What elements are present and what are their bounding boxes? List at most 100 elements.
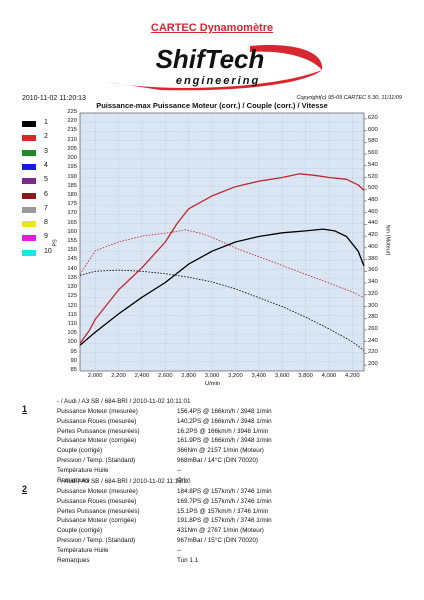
- row-label: Puissance Moteur (corrigée): [57, 517, 137, 525]
- shiftech-logo: ShifTech engineering: [108, 44, 323, 91]
- y-tick-label: 215: [67, 127, 77, 134]
- x-tick-label: 3,600: [274, 373, 290, 379]
- x-tick-label: 3,400: [251, 373, 267, 379]
- row-value: 161.9PS @ 166km/h / 3948 1/min: [177, 437, 272, 445]
- legend-number: 8: [44, 219, 48, 227]
- y2-axis-label: Nm (Moteur): [384, 224, 391, 256]
- timestamp: 2010-11-02 11:20:13: [22, 95, 86, 102]
- legend-swatch: [22, 221, 36, 228]
- run-2-header: - / Audi / A3 SB / 684-BRI / 2010-11-02 …: [57, 478, 191, 485]
- y-tick-label: 140: [67, 265, 77, 272]
- y-tick-label: 110: [67, 320, 77, 327]
- legend-number: 7: [44, 204, 48, 212]
- row-label: Pertes Puissance (mesurées): [57, 427, 140, 435]
- series-1-power-line: [79, 228, 365, 346]
- y-tick-label: 190: [67, 173, 77, 180]
- row-value: 15.1PS @ 157km/h / 3746 1/min: [177, 507, 269, 515]
- row-label: Remarques: [57, 476, 90, 484]
- y-tick-label: 100: [67, 339, 77, 346]
- x-tick-label: 2,800: [181, 373, 196, 379]
- y2-tick-label: 620: [368, 114, 378, 121]
- row-value: 169.7PS @ 157km/h / 3746 1/min: [177, 497, 272, 505]
- y-tick-label: 185: [67, 182, 77, 189]
- y-tick-label: 180: [67, 191, 77, 198]
- row-label: Puissance Roues (mesurée): [57, 417, 137, 425]
- y-tick-label: 165: [67, 219, 77, 226]
- legend-number: 6: [44, 190, 48, 198]
- y2-tick-label: 460: [368, 208, 378, 215]
- y2-tick-label: 360: [368, 267, 378, 274]
- row-value: 968mBar / 14°C (DIN 70020): [177, 457, 258, 464]
- series-2-power-line: [79, 173, 365, 344]
- y2-tick-label: 280: [368, 314, 378, 321]
- legend-number: 9: [44, 233, 48, 241]
- y2-tick-label: 340: [368, 279, 378, 286]
- y-axis-label: PS: [52, 239, 59, 247]
- y-tick-label: 155: [67, 238, 77, 244]
- x-axis-label: U/min: [205, 381, 221, 387]
- y-tick-label: 160: [67, 228, 77, 235]
- row-value: --: [177, 546, 182, 554]
- x-tick-label: 4,200: [345, 373, 360, 379]
- row-label: Puissance Roues (mesurée): [57, 497, 137, 505]
- y-tick-label: 170: [67, 210, 77, 217]
- x-tick-label: 4,000: [321, 373, 337, 379]
- legend-swatch: [22, 121, 36, 127]
- run-2-id: 2: [22, 484, 28, 494]
- y-tick-label: 175: [67, 201, 77, 208]
- row-label: Température Huile: [57, 466, 109, 474]
- row-label: Pression / Temp. (Standard): [57, 457, 136, 464]
- series-1-torque-line: [79, 269, 365, 351]
- row-label: Couple (corrigé): [57, 447, 103, 455]
- row-label: Couple (corrigé): [57, 527, 103, 535]
- y-tick-label: 195: [67, 164, 77, 171]
- y-tick-label: 200: [67, 155, 77, 162]
- y2-tick-label: 600: [368, 126, 378, 133]
- row-label: Pertes Puissance (mesurées): [57, 507, 140, 515]
- row-value: 431Nm @ 2767 1/min (Moteur): [177, 527, 264, 535]
- y-tick-label: 90: [70, 357, 77, 364]
- y2-tick-label: 440: [368, 220, 378, 227]
- legend-swatch: [22, 235, 36, 242]
- legend-number: 10: [44, 247, 52, 255]
- y-tick-label: 220: [67, 118, 77, 125]
- y2-tick-label: 260: [368, 325, 378, 332]
- copyright: Copyright(c) 95-09 CARTEC 5.30, 11/11/09: [296, 95, 402, 101]
- company-title: CARTEC Dynamomètre: [150, 22, 274, 34]
- y2-tick-label: 540: [368, 161, 378, 168]
- y2-tick-label: 500: [368, 185, 378, 192]
- x-tick-label: 3,000: [204, 373, 220, 379]
- y2-tick-label: 520: [368, 173, 378, 180]
- row-value: Tun 1.1: [177, 556, 199, 564]
- row-value: 184.8PS @ 157km/h / 3746 1/min: [177, 488, 272, 495]
- x-tick-label: 2,000: [87, 373, 103, 379]
- row-label: Puissance Moteur (corrigée): [57, 437, 137, 445]
- legend-swatch: [22, 249, 36, 256]
- row-value: 191.8PS @ 157km/h / 3746 1/min: [177, 517, 272, 525]
- row-value: 366Nm @ 2157 1/min (Moteur): [177, 447, 264, 455]
- y-tick-label: 145: [67, 256, 77, 263]
- row-value: --: [177, 466, 182, 474]
- y2-tick-label: 480: [368, 196, 378, 203]
- legend-number: 3: [44, 147, 48, 155]
- y2-tick-label: 420: [368, 232, 378, 239]
- dyno-chart: [79, 112, 367, 372]
- y-tick-label: 150: [67, 247, 77, 254]
- y-tick-label: 120: [67, 302, 77, 309]
- row-label: Puissance Moteur (mesurée): [57, 408, 138, 415]
- row-label: Puissance Moteur (mesurée): [57, 488, 138, 495]
- y-tick-label: 85: [70, 367, 77, 373]
- legend-number: 1: [44, 119, 48, 126]
- legend-swatch: [22, 163, 36, 170]
- y2-tick-label: 580: [368, 138, 378, 145]
- row-label: Remarques: [57, 556, 90, 564]
- y-tick-label: 105: [67, 330, 77, 337]
- y2-tick-label: 400: [368, 243, 378, 250]
- legend-swatch: [22, 206, 36, 213]
- legend-number: 5: [44, 176, 48, 184]
- series-2-torque-line: [79, 229, 365, 299]
- run-1-header: - / Audi / A3 SB / 684-BRI / 2010-11-02 …: [57, 398, 191, 405]
- x-tick-label: 2,600: [158, 373, 173, 379]
- row-value: 140.2PS @ 166km/h / 3948 1/min: [177, 417, 272, 425]
- run-1-id: 1: [22, 404, 28, 414]
